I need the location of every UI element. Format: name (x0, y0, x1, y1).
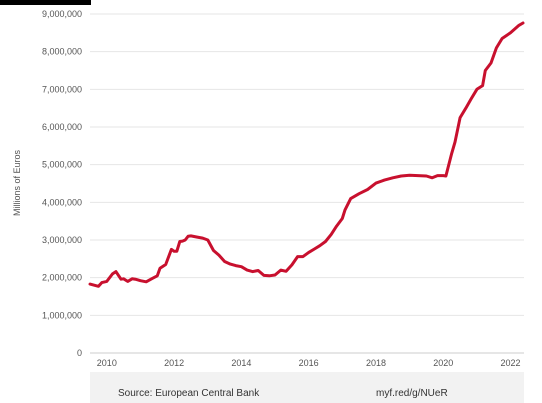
y-tick-label: 6,000,000 (42, 122, 82, 132)
x-tick-label: 2020 (433, 358, 453, 368)
y-tick-label: 3,000,000 (42, 235, 82, 245)
x-axis-ticks: 2010 2012 2014 2016 2018 2020 2022 (97, 358, 521, 368)
x-tick-label: 2016 (299, 358, 319, 368)
source-text: Source: European Central Bank (118, 388, 260, 399)
y-tick-label: 8,000,000 (42, 47, 82, 57)
short-link[interactable]: myf.red/g/NUeR (376, 388, 448, 399)
x-tick-label: 2010 (97, 358, 117, 368)
footer-background (90, 372, 524, 403)
y-tick-label: 9,000,000 (42, 9, 82, 19)
x-tick-label: 2022 (501, 358, 521, 368)
x-tick-label: 2018 (366, 358, 386, 368)
y-axis-label: Millions of Euros (12, 149, 22, 216)
corner-bar (0, 0, 91, 5)
y-axis-ticks: 0 1,000,000 2,000,000 3,000,000 4,000,000 5,0… (42, 9, 82, 358)
series-line (88, 21, 525, 288)
y-tick-label: 7,000,000 (42, 84, 82, 94)
y-tick-label: 0 (77, 348, 82, 358)
y-tick-label: 1,000,000 (42, 310, 82, 320)
y-tick-label: 5,000,000 (42, 160, 82, 170)
y-tick-label: 4,000,000 (42, 197, 82, 207)
x-tick-label: 2012 (164, 358, 184, 368)
gridlines (90, 13, 524, 316)
y-tick-label: 2,000,000 (42, 273, 82, 283)
x-tick-label: 2014 (231, 358, 251, 368)
